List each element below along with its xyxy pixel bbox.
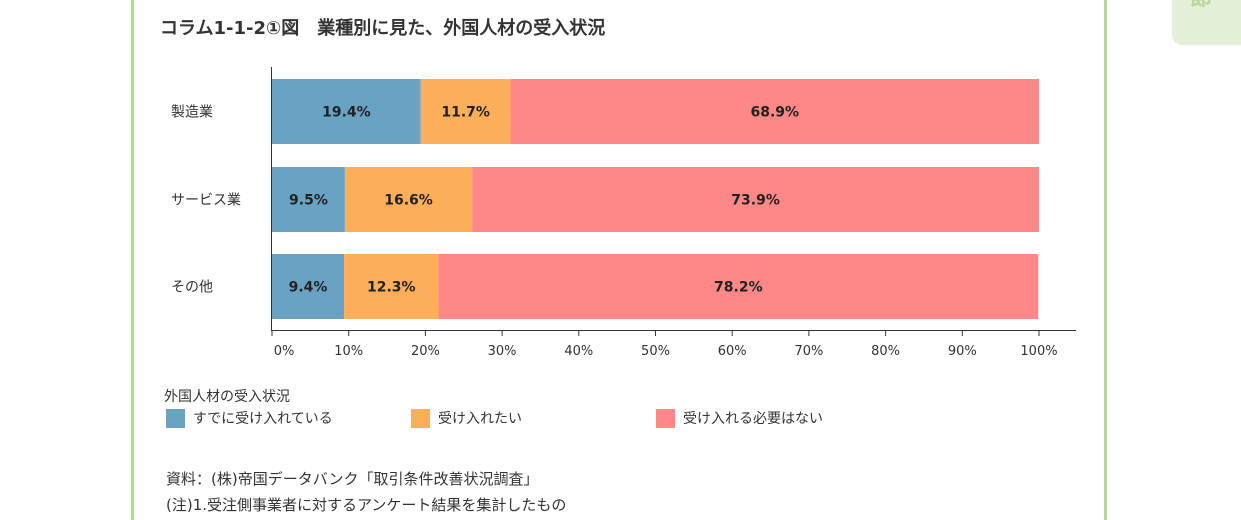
section-side-tab[interactable]: 節 — [1172, 0, 1241, 45]
data-label: 68.9% — [750, 105, 799, 121]
bar-segment-2-0 — [272, 254, 345, 319]
data-label: 73.9% — [731, 193, 780, 209]
bar-segment-1-2 — [472, 167, 1039, 232]
x-tick-label: 30% — [488, 344, 517, 359]
legend-label-want-to-accept: 受け入れたい — [438, 411, 522, 427]
data-label: 16.6% — [384, 193, 433, 209]
data-label: 9.4% — [289, 280, 328, 296]
footnote: (注)1.受注側事業者に対するアンケート結果を集計したもの — [166, 496, 567, 514]
side-tab-label: 節 — [1190, 0, 1212, 10]
x-tick-label: 100% — [1020, 344, 1057, 359]
legend-swatch-no-need — [656, 408, 675, 428]
bar-segment-1-1 — [344, 167, 473, 232]
x-tick-label: 40% — [564, 344, 593, 359]
source-note: 資料：(株)帝国データバンク「取引条件改善状況調査」 — [166, 470, 539, 488]
legend-title: 外国人材の受入状況 — [164, 389, 290, 405]
x-tick-label: 0% — [274, 344, 295, 359]
category-label: サービス業 — [171, 193, 241, 209]
legend-item-want-to-accept: 受け入れたい — [411, 408, 522, 428]
bar-segment-1-0 — [272, 167, 345, 232]
bar-segment-2-1 — [344, 254, 439, 319]
x-tick-label: 70% — [794, 344, 823, 359]
chart-title: コラム1-1-2①図 業種別に見た、外国人材の受入状況 — [160, 18, 606, 39]
bar-segment-0-0 — [272, 79, 421, 144]
x-tick-label: 20% — [411, 344, 440, 359]
category-label: その他 — [171, 280, 213, 296]
category-label: 製造業 — [171, 105, 213, 121]
x-tick-label: 60% — [718, 344, 747, 359]
data-label: 9.5% — [289, 193, 328, 209]
data-label: 11.7% — [441, 105, 490, 121]
data-label: 78.2% — [714, 280, 763, 296]
content-frame — [131, 0, 1107, 520]
bar-segment-0-1 — [420, 79, 511, 144]
bar-segment-2-2 — [438, 254, 1039, 319]
legend-label-already-accepting: すでに受け入れている — [193, 411, 333, 427]
legend-item-no-need: 受け入れる必要はない — [656, 408, 823, 428]
legend-swatch-want-to-accept — [411, 408, 430, 428]
x-tick-label: 90% — [948, 344, 977, 359]
legend-item-already-accepting: すでに受け入れている — [166, 408, 333, 428]
x-tick-label: 80% — [871, 344, 900, 359]
x-tick-label: 50% — [641, 344, 670, 359]
x-tick-label: 10% — [334, 344, 363, 359]
legend-swatch-already-accepting — [166, 408, 185, 428]
legend-label-no-need: 受け入れる必要はない — [683, 411, 823, 427]
data-label: 12.3% — [367, 280, 416, 296]
stacked-bar-chart: 製造業 19.4% 11.7% 68.9% サービス業 9.5% 16.6% 73.9% その他… — [171, 67, 1076, 359]
bar-segment-0-2 — [510, 79, 1039, 144]
data-label: 19.4% — [322, 105, 371, 121]
